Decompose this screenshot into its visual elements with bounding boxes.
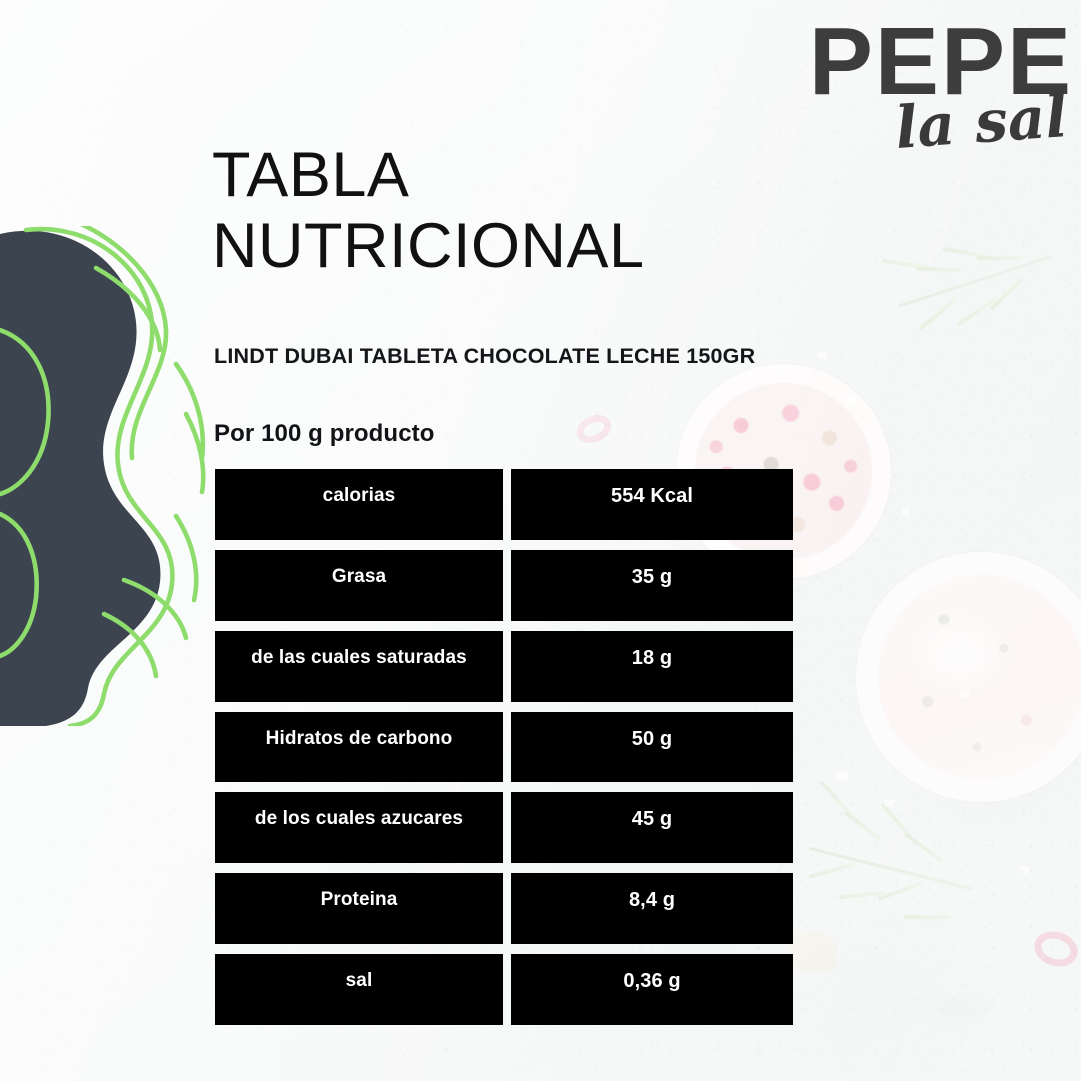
nutrient-label-cell: calorias bbox=[215, 469, 503, 540]
wave-line bbox=[79, 226, 169, 461]
table-row: calorias 554 Kcal bbox=[215, 469, 793, 550]
wave-line bbox=[121, 577, 189, 641]
nutrition-table: calorias 554 Kcal Grasa 35 g de las cuales s… bbox=[215, 469, 793, 1026]
brand-logo: PEPE la sal bbox=[808, 8, 1073, 162]
wave-line bbox=[101, 611, 159, 679]
table-row: Grasa 35 g bbox=[215, 549, 793, 631]
nutrient-label: de los cuales azucares bbox=[254, 808, 464, 830]
nutrient-value: 35 g bbox=[631, 565, 673, 588]
wave-line bbox=[23, 226, 175, 726]
nutrient-value: 45 g bbox=[631, 808, 673, 831]
wave-line bbox=[0, 511, 39, 659]
nutrient-label: de las cuales saturadas bbox=[251, 646, 467, 668]
nutrient-value-cell: 45 g bbox=[511, 792, 793, 864]
page-title-line-1: TABLA bbox=[212, 140, 410, 210]
nutrient-label-cell: de los cuales azucares bbox=[215, 792, 503, 864]
product-name: LINDT DUBAI TABLETA CHOCOLATE LECHE 150G… bbox=[214, 344, 756, 368]
nutrient-value-cell: 0,36 g bbox=[511, 954, 793, 1026]
nutrient-label: Hidratos de carbono bbox=[265, 727, 453, 749]
wave-line bbox=[173, 361, 206, 461]
table-row: Hidratos de carbono 50 g bbox=[215, 711, 793, 793]
wave-line bbox=[93, 265, 163, 353]
nutrient-label: Proteina bbox=[320, 889, 398, 911]
table-row: de los cuales azucares 45 g bbox=[215, 792, 793, 873]
nutrient-label-cell: Grasa bbox=[215, 549, 503, 621]
nutrient-value: 554 Kcal bbox=[611, 485, 693, 507]
table-row: de las cuales saturadas 18 g bbox=[215, 630, 793, 712]
nutrient-label: calorias bbox=[322, 485, 396, 506]
nutrient-label-cell: sal bbox=[215, 954, 503, 1026]
serving-basis-label: Por 100 g producto bbox=[214, 420, 435, 447]
nutrient-label-cell: Hidratos de carbono bbox=[215, 711, 503, 783]
nutrient-value-cell: 50 g bbox=[511, 711, 793, 783]
wave-line bbox=[0, 327, 51, 497]
wave-line bbox=[173, 513, 199, 603]
wave-line bbox=[183, 411, 206, 495]
table-row: sal 0,36 g bbox=[215, 954, 793, 1026]
nutrient-value: 0,36 g bbox=[623, 970, 681, 993]
blob-shape bbox=[0, 230, 161, 726]
nutrient-value-cell: 554 Kcal bbox=[511, 469, 793, 540]
nutrient-label: Grasa bbox=[331, 565, 387, 587]
nutrient-value-cell: 8,4 g bbox=[511, 873, 793, 945]
nutrient-value: 50 g bbox=[631, 727, 673, 750]
table-row: Proteina 8,4 g bbox=[215, 873, 793, 954]
nutrient-label-cell: de las cuales saturadas bbox=[215, 630, 503, 702]
brand-name: PEPE bbox=[808, 8, 1073, 115]
nutrient-value-cell: 35 g bbox=[511, 549, 793, 621]
page-title-line-2: NUTRICIONAL bbox=[212, 210, 645, 281]
nutrient-value-cell: 18 g bbox=[511, 630, 793, 702]
nutrient-value: 8,4 g bbox=[628, 889, 676, 912]
decorative-blob bbox=[0, 226, 215, 726]
nutrient-label-cell: Proteina bbox=[215, 873, 503, 945]
nutrient-label: sal bbox=[345, 970, 373, 992]
nutrient-value: 18 g bbox=[631, 646, 673, 669]
page-title: TABLA NUTRICIONAL bbox=[212, 140, 645, 281]
